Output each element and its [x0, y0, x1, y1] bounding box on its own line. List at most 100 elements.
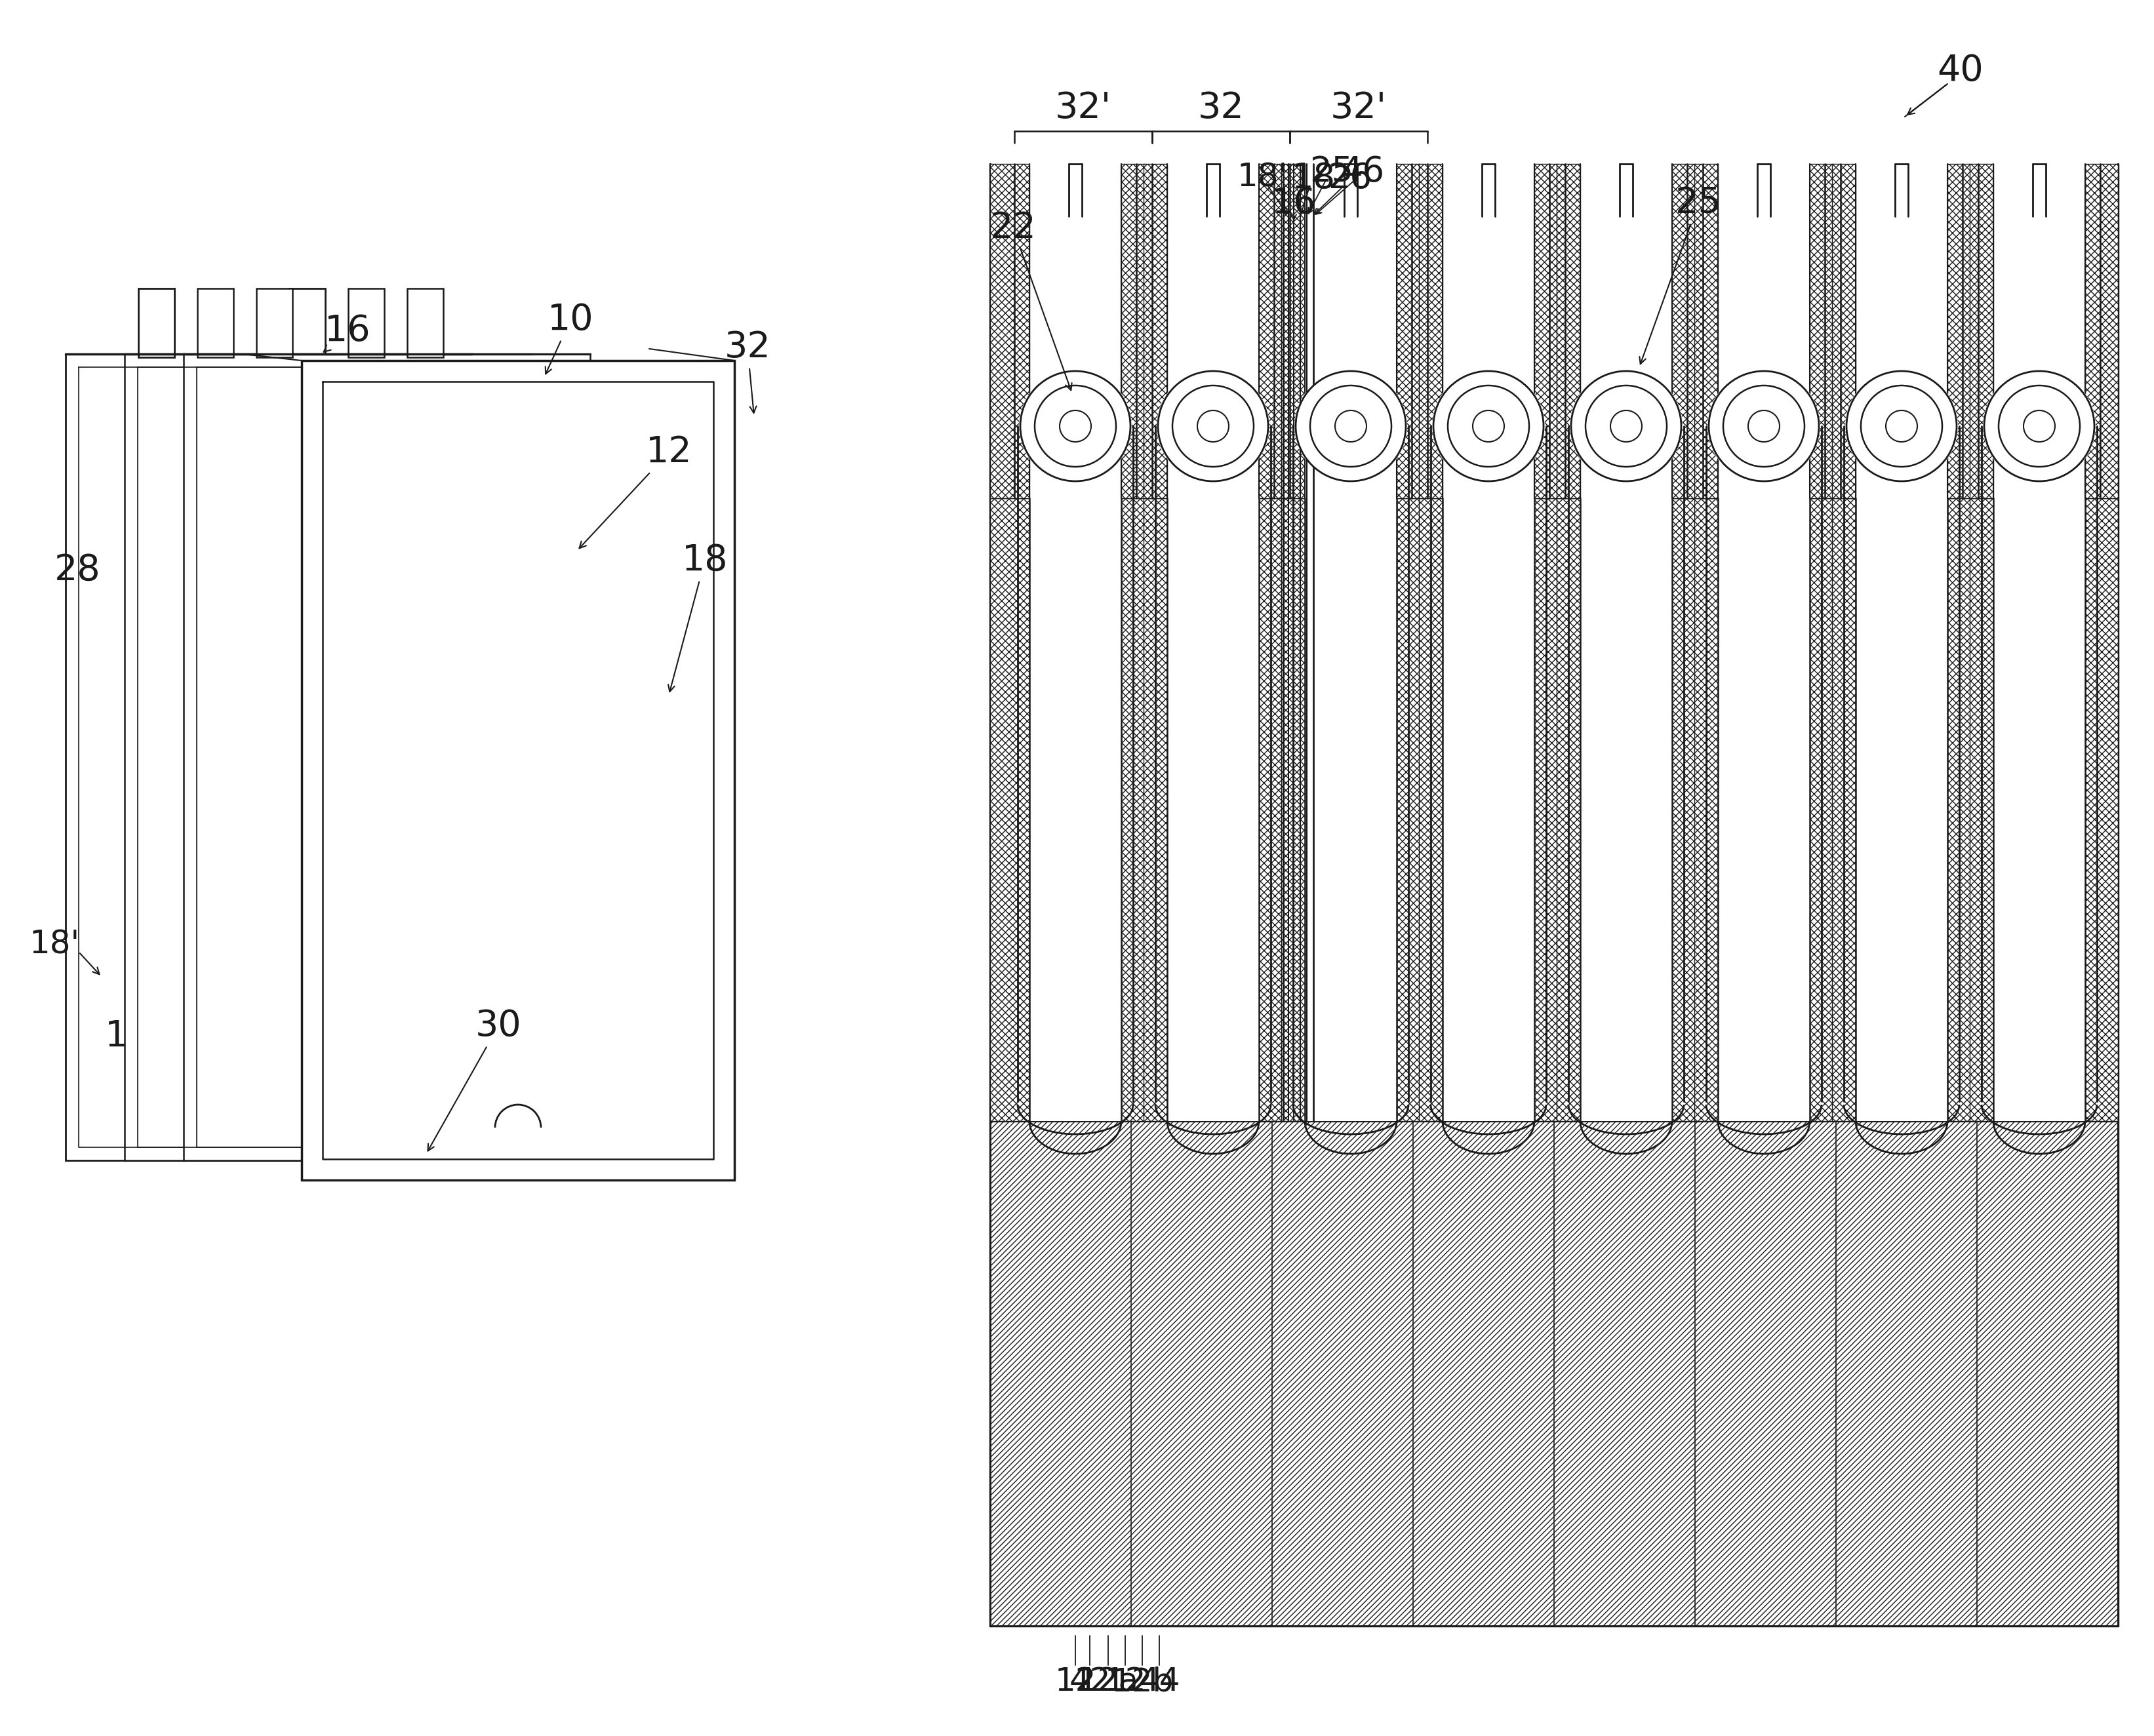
- Bar: [1122, 163, 1146, 498]
- Text: 18: 18: [668, 543, 728, 691]
- Bar: [1969, 163, 1992, 498]
- Bar: [991, 498, 1030, 1121]
- Text: 10: 10: [545, 302, 595, 373]
- Text: 25: 25: [1639, 186, 1721, 365]
- Bar: [1282, 163, 1305, 498]
- Circle shape: [1159, 372, 1269, 481]
- Circle shape: [1198, 410, 1228, 443]
- Bar: [1144, 498, 1167, 1121]
- Bar: [1419, 163, 1443, 498]
- Text: 32': 32': [1055, 90, 1111, 127]
- Text: 12a: 12a: [1077, 1667, 1139, 1698]
- Text: 40: 40: [1936, 54, 1984, 89]
- Circle shape: [1585, 385, 1667, 467]
- Text: 16: 16: [1271, 186, 1316, 220]
- Bar: [1581, 498, 1672, 1121]
- Circle shape: [1295, 370, 1407, 483]
- Circle shape: [1034, 385, 1116, 467]
- Bar: [1992, 498, 2085, 1121]
- Bar: [1672, 498, 1695, 1121]
- Bar: [1258, 163, 1282, 498]
- Circle shape: [1335, 410, 1366, 443]
- Circle shape: [1021, 372, 1131, 481]
- Text: 44: 44: [1139, 1667, 1180, 1698]
- Circle shape: [1297, 372, 1407, 481]
- Bar: [1258, 498, 1282, 1121]
- Bar: [991, 1121, 2117, 1627]
- Bar: [1396, 498, 1419, 1121]
- Circle shape: [1432, 370, 1544, 483]
- Circle shape: [1861, 385, 1943, 467]
- Text: 30: 30: [429, 1009, 521, 1151]
- Text: 12: 12: [1105, 1667, 1146, 1698]
- Polygon shape: [125, 354, 532, 1160]
- Bar: [1855, 498, 1947, 1121]
- Text: 18': 18': [1236, 161, 1288, 193]
- Bar: [1534, 498, 1557, 1121]
- Text: 32: 32: [724, 330, 771, 413]
- Text: 42: 42: [1068, 1667, 1111, 1698]
- Circle shape: [1157, 370, 1269, 483]
- Polygon shape: [302, 361, 735, 1180]
- Polygon shape: [65, 354, 472, 1160]
- Polygon shape: [289, 288, 325, 358]
- Bar: [1396, 163, 1419, 498]
- Polygon shape: [407, 288, 444, 358]
- Circle shape: [1708, 372, 1818, 481]
- Circle shape: [1846, 372, 1956, 481]
- Circle shape: [1432, 372, 1544, 481]
- Text: 12: 12: [579, 434, 691, 549]
- Circle shape: [1984, 372, 2094, 481]
- Circle shape: [1570, 372, 1682, 481]
- Bar: [1695, 498, 1719, 1121]
- Text: 28: 28: [54, 552, 101, 589]
- Bar: [1809, 498, 1833, 1121]
- Bar: [1947, 498, 1971, 1121]
- Bar: [991, 163, 1030, 498]
- Text: 26: 26: [1329, 161, 1372, 196]
- Polygon shape: [349, 288, 383, 358]
- Circle shape: [2023, 410, 2055, 443]
- Circle shape: [1172, 385, 1254, 467]
- Bar: [1305, 498, 1396, 1121]
- Bar: [1833, 498, 1855, 1121]
- Bar: [1030, 498, 1122, 1121]
- Circle shape: [1570, 370, 1682, 483]
- Circle shape: [1723, 385, 1805, 467]
- Text: 14: 14: [106, 1017, 151, 1054]
- Circle shape: [1447, 385, 1529, 467]
- Bar: [1122, 498, 1146, 1121]
- Text: 25: 25: [1310, 155, 1353, 189]
- Circle shape: [1708, 370, 1820, 483]
- Bar: [1719, 498, 1809, 1121]
- Circle shape: [1473, 410, 1503, 443]
- Text: 18': 18': [30, 929, 80, 960]
- Bar: [1557, 163, 1581, 498]
- Polygon shape: [183, 354, 590, 1160]
- Bar: [1833, 163, 1855, 498]
- Bar: [2085, 498, 2117, 1121]
- Text: 12b: 12b: [1111, 1667, 1174, 1698]
- Bar: [1534, 163, 1557, 498]
- Polygon shape: [138, 288, 174, 358]
- Bar: [1144, 163, 1167, 498]
- Bar: [2085, 163, 2117, 498]
- Bar: [1809, 163, 1833, 498]
- Circle shape: [1019, 370, 1131, 483]
- Bar: [1167, 498, 1258, 1121]
- Bar: [1557, 498, 1581, 1121]
- Circle shape: [1885, 410, 1917, 443]
- Text: 16: 16: [323, 314, 370, 352]
- Bar: [1947, 163, 1971, 498]
- Circle shape: [1611, 410, 1641, 443]
- Bar: [1969, 498, 1992, 1121]
- Polygon shape: [198, 288, 233, 358]
- Bar: [1695, 163, 1719, 498]
- Circle shape: [1846, 370, 1958, 483]
- Bar: [1282, 498, 1305, 1121]
- Polygon shape: [256, 288, 293, 358]
- Text: 22: 22: [991, 210, 1073, 391]
- Bar: [1443, 498, 1534, 1121]
- Text: 12: 12: [1055, 1667, 1096, 1698]
- Bar: [1672, 163, 1695, 498]
